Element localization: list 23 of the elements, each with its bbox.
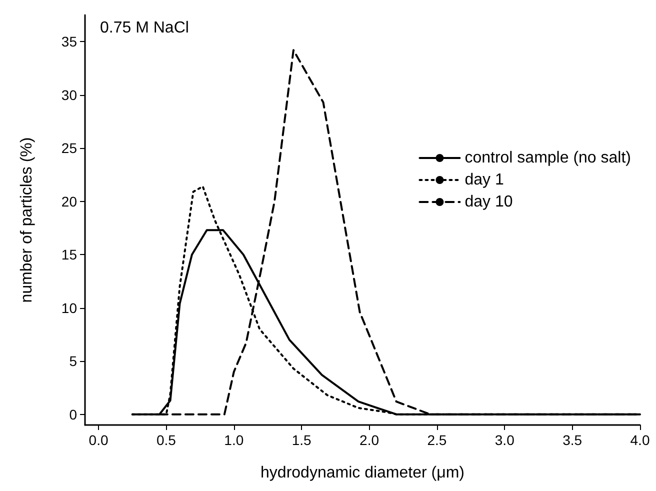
y-axis-title: number of particles (%) bbox=[18, 137, 36, 303]
x-tick-label: 3.0 bbox=[494, 432, 515, 448]
legend-label: day 1 bbox=[464, 172, 504, 188]
y-tick-label: 0 bbox=[69, 406, 78, 422]
x-tick-label: 3.5 bbox=[562, 432, 582, 448]
x-tick-label: 1.5 bbox=[292, 432, 312, 448]
y-tick-label: 35 bbox=[61, 34, 78, 50]
y-tick-label: 15 bbox=[61, 246, 78, 263]
x-tick-label: 2.5 bbox=[427, 432, 447, 448]
x-tick-label: 2.0 bbox=[360, 432, 380, 448]
y-tick-label: 5 bbox=[69, 353, 78, 370]
y-tick-label: 25 bbox=[61, 140, 78, 156]
legend-label: day 10 bbox=[464, 194, 513, 210]
x-axis-title: hydrodynamic diameter (μm) bbox=[260, 464, 464, 482]
legend-label: control sample (no salt) bbox=[464, 150, 632, 166]
x-tick-label: 0.0 bbox=[88, 432, 108, 448]
x-tick-label: 1.0 bbox=[224, 432, 244, 448]
x-tick-label: 4.0 bbox=[630, 432, 650, 448]
x-tick-label: 0.5 bbox=[156, 432, 176, 448]
annotation: 0.75 M NaCl bbox=[100, 20, 189, 36]
y-tick-label: 30 bbox=[61, 86, 78, 103]
y-tick-label: 10 bbox=[61, 300, 78, 316]
y-tick-label: 20 bbox=[61, 193, 78, 210]
